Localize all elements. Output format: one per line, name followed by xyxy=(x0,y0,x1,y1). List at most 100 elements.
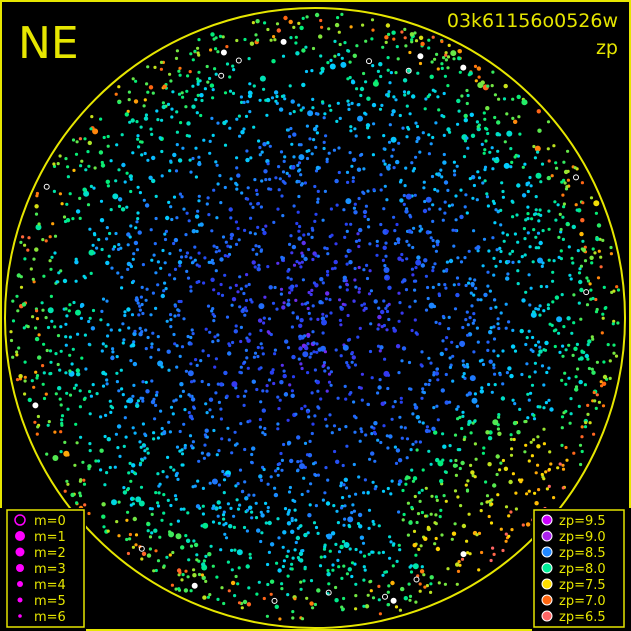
star-point xyxy=(323,369,327,373)
star-point xyxy=(480,142,484,146)
star-point xyxy=(188,434,193,438)
star-point xyxy=(104,413,108,417)
star-point xyxy=(426,285,430,290)
star-point xyxy=(137,313,141,317)
star-point xyxy=(408,520,413,525)
star-point xyxy=(406,125,410,130)
star-point xyxy=(22,326,26,330)
star-point xyxy=(511,398,515,402)
star-point xyxy=(529,286,533,290)
star-point xyxy=(330,233,334,237)
quantity-label: zp xyxy=(596,37,618,59)
star-point xyxy=(345,444,349,448)
star-point xyxy=(184,255,188,259)
star-point xyxy=(476,125,480,129)
star-point xyxy=(128,461,132,465)
star-point xyxy=(53,430,57,434)
star-point xyxy=(257,263,261,267)
star-point xyxy=(250,516,254,520)
star-point xyxy=(231,340,235,345)
star-point xyxy=(174,56,179,61)
star-point xyxy=(109,208,113,212)
star-point xyxy=(380,309,385,315)
star-point xyxy=(371,480,375,484)
star-point xyxy=(378,378,382,382)
star-point xyxy=(192,539,196,543)
star-point xyxy=(325,291,330,296)
star-point xyxy=(167,420,171,424)
star-point xyxy=(391,564,395,568)
star-point xyxy=(464,318,468,322)
star-point xyxy=(545,285,549,289)
star-point xyxy=(120,133,124,137)
star-point xyxy=(202,281,206,285)
star-point xyxy=(447,204,451,208)
star-point xyxy=(234,283,238,287)
mag-label: m=6 xyxy=(34,610,66,625)
star-point xyxy=(581,201,585,205)
star-point xyxy=(324,134,328,138)
star-point xyxy=(571,224,576,230)
star-point xyxy=(19,285,24,289)
star-point xyxy=(212,504,216,508)
star-point xyxy=(160,426,164,431)
star-point xyxy=(482,446,486,450)
star-point xyxy=(477,531,482,536)
star-point xyxy=(297,261,302,265)
star-point xyxy=(189,170,193,174)
star-point xyxy=(357,196,361,201)
star-point xyxy=(173,494,178,498)
star-point xyxy=(368,457,372,461)
star-point-saturated xyxy=(573,174,579,181)
star-point xyxy=(427,382,431,387)
star-point xyxy=(401,488,405,493)
star-point xyxy=(31,277,35,281)
mag-label: m=4 xyxy=(34,578,66,593)
star-point xyxy=(405,104,409,108)
star-point xyxy=(362,491,366,495)
star-point xyxy=(105,471,109,475)
star-point xyxy=(488,150,492,154)
star-point xyxy=(53,251,57,255)
star-point xyxy=(453,489,458,493)
star-point xyxy=(338,285,342,289)
star-point xyxy=(504,505,509,509)
star-point xyxy=(546,175,551,181)
star-point xyxy=(296,526,300,530)
star-point xyxy=(486,204,490,208)
star-point xyxy=(379,222,383,227)
star-point xyxy=(379,440,383,445)
star-point xyxy=(457,109,461,113)
star-point xyxy=(186,121,191,126)
star-point xyxy=(146,451,150,455)
star-point xyxy=(162,84,167,89)
star-point xyxy=(90,115,94,119)
star-point xyxy=(59,430,63,434)
star-point xyxy=(344,254,348,258)
star-point xyxy=(589,255,594,260)
star-point xyxy=(280,94,285,98)
star-point xyxy=(314,12,320,18)
star-point xyxy=(370,550,374,554)
star-point xyxy=(510,344,516,349)
star-point xyxy=(345,198,352,205)
star-point xyxy=(554,161,558,165)
star-point xyxy=(474,286,478,290)
star-point xyxy=(351,157,357,162)
star-point xyxy=(534,343,538,347)
star-point xyxy=(228,343,232,348)
star-point xyxy=(448,356,452,360)
star-point xyxy=(314,145,318,149)
star-point xyxy=(534,145,541,152)
star-point xyxy=(337,146,341,150)
star-point xyxy=(500,396,506,401)
star-point xyxy=(524,419,528,424)
star-point xyxy=(282,369,286,373)
star-point xyxy=(451,228,455,232)
star-point xyxy=(113,465,117,469)
star-point xyxy=(117,500,121,504)
star-point xyxy=(370,376,374,380)
star-point xyxy=(295,221,299,226)
star-point xyxy=(481,264,485,268)
star-point xyxy=(137,230,142,235)
